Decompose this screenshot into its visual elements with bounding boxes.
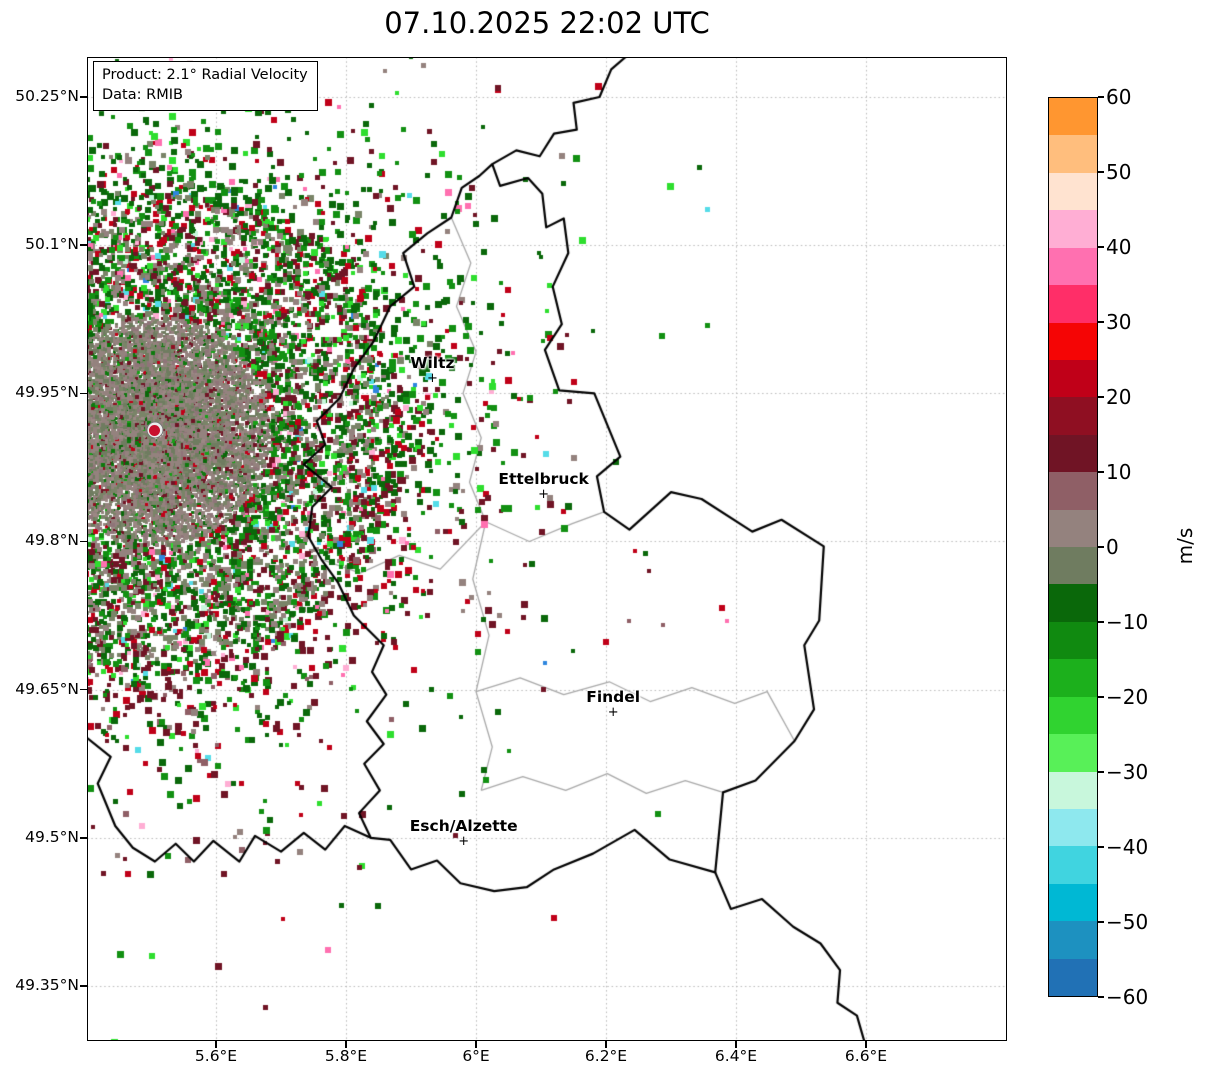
x-axis-tick-label: 6.6°E	[844, 1047, 888, 1065]
map-plot: Product: 2.1° Radial Velocity Data: RMIB…	[87, 57, 1007, 1041]
colorbar-band	[1049, 285, 1097, 323]
city-marker: +	[538, 486, 550, 502]
x-axis-tick-mark	[605, 1041, 607, 1048]
radar-site-marker	[146, 421, 164, 439]
city-marker: +	[607, 705, 619, 721]
y-axis-tick-label: 49.95°N	[15, 383, 79, 402]
y-axis-tick-mark	[80, 244, 87, 246]
colorbar-tick-mark	[1098, 246, 1104, 248]
colorbar-tick-label: 20	[1106, 385, 1132, 409]
colorbar-band	[1049, 659, 1097, 697]
colorbar-tick-label: −40	[1106, 835, 1149, 859]
colorbar-tick-label: 60	[1106, 85, 1132, 109]
colorbar-band	[1049, 958, 1097, 997]
colorbar-band	[1049, 584, 1097, 622]
y-axis-tick-mark	[80, 392, 87, 395]
radar-scatter-canvas	[87, 57, 1007, 1041]
y-axis-tick-label: 49.65°N	[15, 679, 79, 698]
colorbar-tick-mark	[1098, 996, 1104, 998]
colorbar-band	[1049, 809, 1097, 847]
colorbar-band	[1049, 846, 1097, 884]
product-info-box: Product: 2.1° Radial Velocity Data: RMIB	[93, 61, 318, 111]
colorbar-band	[1049, 397, 1097, 435]
colorbar-tick-mark	[1098, 321, 1104, 323]
colorbar-tick-label: −60	[1106, 985, 1149, 1009]
y-axis-tick-label: 50.1°N	[25, 235, 79, 254]
y-axis-tick-mark	[80, 837, 87, 839]
colorbar-band	[1049, 359, 1097, 398]
x-axis-tick-label: 5.8°E	[324, 1047, 368, 1065]
colorbar-band	[1049, 172, 1097, 211]
y-axis-tick-label: 49.8°N	[25, 531, 79, 550]
colorbar-band	[1049, 472, 1097, 510]
x-axis-tick-mark	[865, 1041, 867, 1048]
y-axis-tick-mark	[80, 540, 87, 543]
colorbar-band	[1049, 621, 1097, 660]
colorbar-tick-mark	[1098, 546, 1104, 548]
colorbar-tick-label: 50	[1106, 160, 1132, 184]
colorbar-tick-mark	[1098, 846, 1104, 848]
product-label: Product: 2.1° Radial Velocity	[102, 67, 308, 83]
y-axis-tick-label: 49.35°N	[15, 975, 79, 994]
colorbar-tick-label: 40	[1106, 235, 1132, 259]
x-axis-tick-mark	[215, 1041, 217, 1048]
colorbar-tick-mark	[1098, 696, 1104, 698]
y-axis-tick-mark	[80, 96, 87, 98]
city-label: Ettelbruck	[498, 470, 589, 489]
colorbar-tick-label: −10	[1106, 610, 1149, 634]
x-axis-tick-label: 5.6°E	[194, 1047, 238, 1065]
colorbar	[1048, 97, 1098, 997]
colorbar-tick-label: 0	[1106, 535, 1119, 559]
colorbar-band	[1049, 696, 1097, 735]
colorbar-band	[1049, 883, 1097, 922]
colorbar-tick-mark	[1098, 921, 1104, 923]
city-label: Wiltz	[410, 353, 455, 372]
colorbar-band	[1049, 771, 1097, 810]
colorbar-band	[1049, 98, 1097, 136]
y-axis-tick-label: 50.25°N	[15, 87, 79, 105]
colorbar-band	[1049, 509, 1097, 548]
colorbar-band	[1049, 921, 1097, 959]
colorbar-tick-mark	[1098, 396, 1104, 398]
city-label: Findel	[586, 688, 641, 707]
city-marker: +	[427, 370, 438, 386]
x-axis-tick-mark	[475, 1041, 477, 1048]
y-axis-tick-mark	[80, 985, 87, 987]
colorbar-tick-label: −30	[1106, 760, 1149, 784]
city-marker: +	[458, 833, 470, 849]
colorbar-tick-label: 10	[1106, 460, 1132, 484]
x-axis-tick-label: 6.2°E	[584, 1047, 628, 1065]
colorbar-tick-mark	[1098, 171, 1104, 173]
colorbar-band	[1049, 135, 1097, 173]
x-axis-tick-mark	[735, 1041, 737, 1048]
colorbar-tick-label: −50	[1106, 910, 1149, 934]
colorbar-band	[1049, 210, 1097, 248]
x-axis-tick-label: 6.4°E	[714, 1047, 758, 1065]
colorbar-band	[1049, 734, 1097, 772]
y-axis-tick-label: 49.5°N	[25, 827, 79, 846]
radar-site-dot	[149, 424, 161, 436]
colorbar-tick-mark	[1098, 471, 1104, 473]
colorbar-band	[1049, 434, 1097, 473]
y-axis-tick-mark	[80, 688, 87, 691]
colorbar-tick-label: −20	[1106, 685, 1149, 709]
colorbar-unit-label: m/s	[1173, 527, 1197, 565]
colorbar-band	[1049, 547, 1097, 585]
figure-title: 07.10.2025 22:02 UTC	[384, 6, 710, 40]
colorbar-tick-label: 30	[1106, 310, 1132, 334]
colorbar-tick-mark	[1098, 621, 1104, 623]
colorbar-tick-mark	[1098, 771, 1104, 773]
x-axis-tick-mark	[345, 1041, 347, 1048]
city-label: Esch/Alzette	[409, 816, 518, 835]
colorbar-band	[1049, 322, 1097, 360]
x-axis-tick-label: 6°E	[462, 1047, 490, 1065]
data-source-label: Data: RMIB	[102, 87, 183, 104]
colorbar-band	[1049, 247, 1097, 286]
colorbar-tick-mark	[1098, 96, 1104, 98]
